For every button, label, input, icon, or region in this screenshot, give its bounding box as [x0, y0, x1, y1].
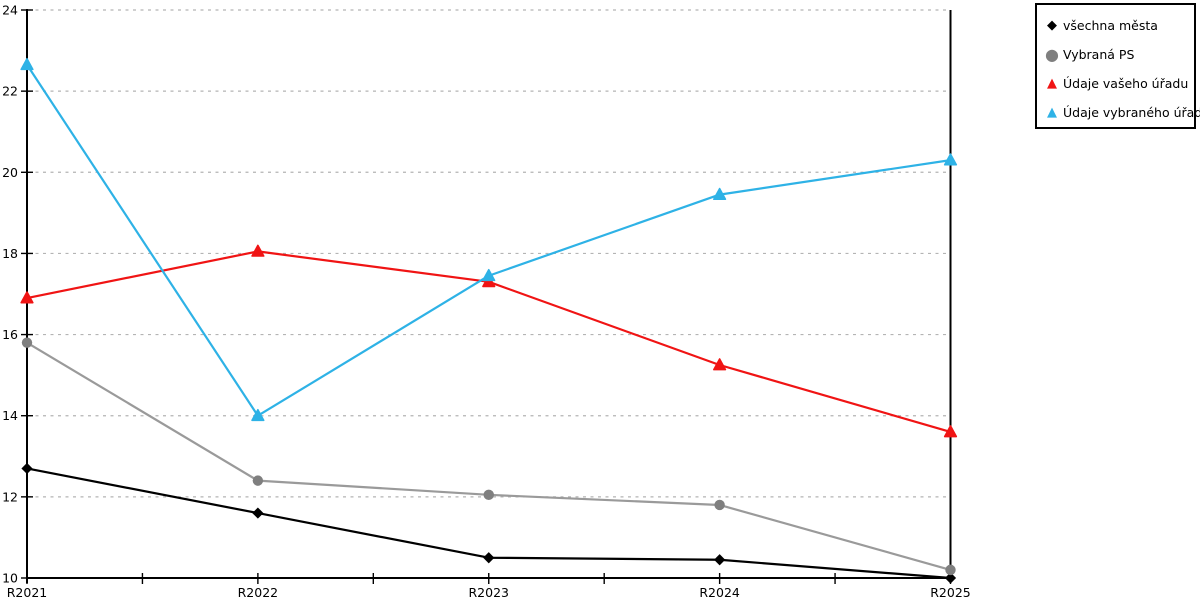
legend-circle-icon: ● — [1045, 44, 1059, 64]
data-point-marker — [21, 337, 33, 348]
data-point-marker — [252, 475, 264, 486]
legend-triangle-icon: ▲ — [1047, 76, 1057, 91]
data-point-marker — [482, 268, 496, 282]
data-point-marker — [713, 187, 727, 200]
x-axis-tick-label: R2021 — [7, 585, 48, 600]
data-point-marker — [20, 57, 34, 71]
data-point-marker — [20, 291, 34, 304]
y-axis-tick-label: 14 — [2, 408, 18, 423]
series-line-1 — [26, 341, 951, 571]
legend-item: ▲ Údaje vašeho úřadu — [1044, 69, 1190, 98]
legend-item-label: Vybraná PS — [1063, 47, 1135, 62]
legend-item: ▲ Údaje vybraného úřadu — [1044, 98, 1200, 127]
y-axis-tick-label: 10 — [2, 571, 18, 586]
legend-triangle-icon: ▲ — [1047, 105, 1057, 120]
data-point-marker — [714, 499, 725, 511]
y-axis-tick-label: 20 — [2, 165, 18, 180]
legend-item: ◆ všechna města — [1044, 11, 1190, 40]
data-point-marker — [483, 552, 495, 564]
x-axis-tick-label: R2025 — [930, 585, 971, 600]
x-axis-tick-label: R2024 — [699, 585, 740, 600]
legend-item-label: všechna města — [1063, 18, 1158, 33]
legend: ◆ všechna města ● Vybraná PS ▲ Údaje vašeho ú… — [1035, 3, 1200, 129]
x-axis-tick-label: R2022 — [238, 585, 279, 600]
data-point-marker — [251, 408, 265, 422]
data-point-marker — [714, 554, 726, 566]
data-point-marker — [945, 564, 956, 576]
y-axis-tick-label: 22 — [2, 84, 18, 99]
y-axis-tick-label: 24 — [2, 3, 18, 18]
data-point-marker — [943, 153, 958, 166]
legend-item-label: Údaje vybraného úřadu — [1063, 105, 1200, 120]
y-axis-tick-label: 16 — [2, 327, 18, 342]
x-axis-tick-label: R2023 — [469, 585, 510, 600]
data-point-marker — [21, 462, 33, 475]
legend-diamond-icon: ◆ — [1047, 18, 1057, 33]
y-axis-tick-label: 18 — [2, 246, 18, 261]
data-point-marker — [943, 425, 958, 438]
data-point-marker — [483, 489, 494, 501]
data-point-marker — [251, 244, 265, 257]
legend-item-label: Údaje vašeho úřadu — [1063, 76, 1189, 91]
y-axis-tick-label: 12 — [2, 489, 18, 504]
data-point-marker — [944, 572, 957, 584]
series-line-3 — [26, 64, 951, 417]
legend-item: ● Vybraná PS — [1044, 40, 1190, 69]
data-point-marker — [713, 358, 727, 371]
data-point-marker — [252, 507, 264, 519]
